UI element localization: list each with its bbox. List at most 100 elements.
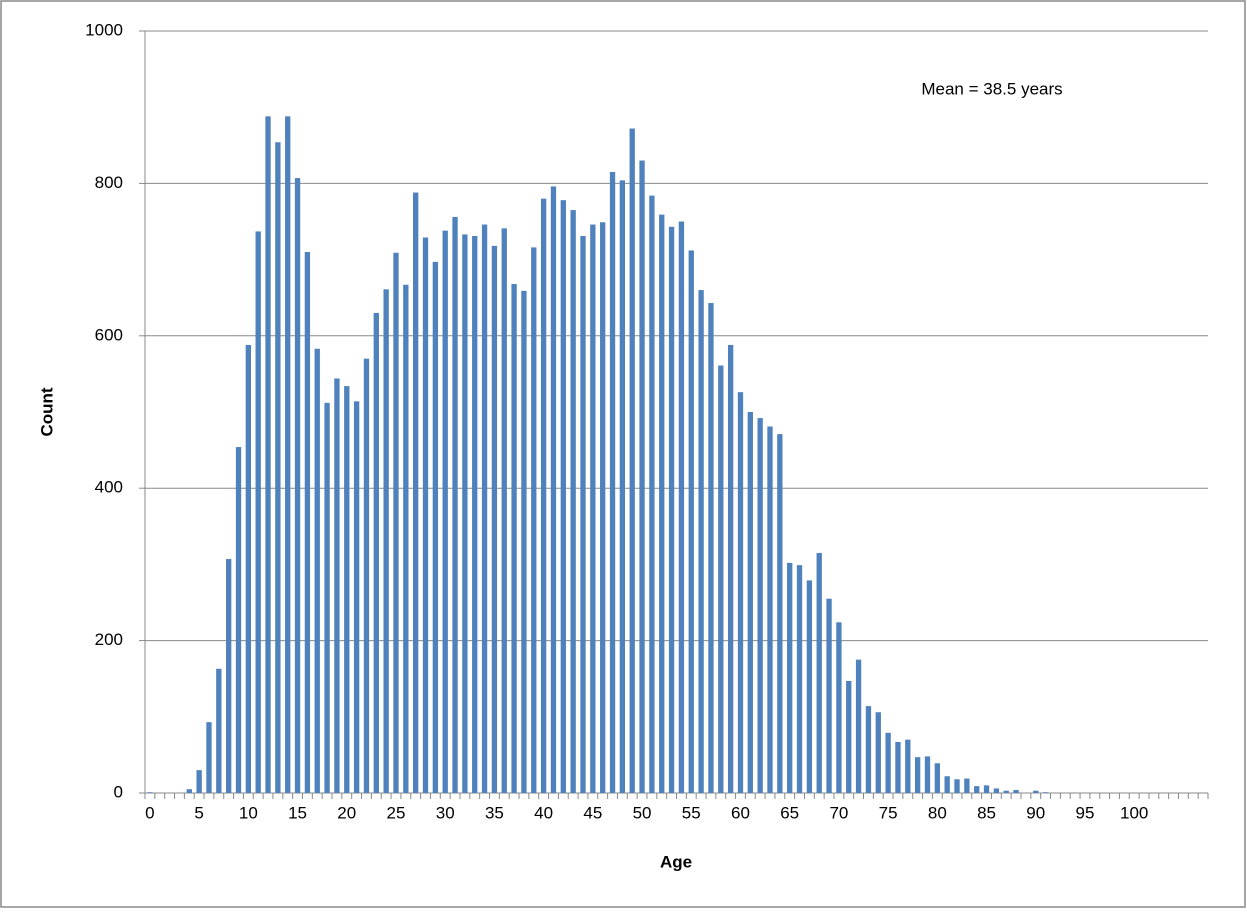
bar [275,142,281,793]
y-tick-label: 1000 [85,20,123,39]
x-tick-label: 60 [731,803,750,822]
bar [196,770,202,793]
bar [855,659,862,793]
bar [727,344,734,793]
bar [452,216,458,794]
bar [757,418,763,793]
bar [304,251,311,794]
bar [875,712,881,793]
bar [767,426,773,793]
bar [570,210,576,793]
bar [472,235,478,793]
bar [403,284,409,793]
bar [865,706,872,793]
bar [590,224,596,794]
bar [747,412,753,793]
y-tick-label: 600 [95,325,123,344]
x-tick-label: 90 [1026,803,1045,822]
bar [836,622,842,793]
bar [600,222,606,794]
bar [462,234,468,794]
bar [954,779,960,793]
bar [816,552,822,793]
bar [531,247,537,793]
bar [491,245,498,793]
x-tick-label: 0 [145,803,154,822]
bar [905,739,911,793]
bar [186,789,192,793]
bar [993,788,1000,793]
bar [639,160,645,794]
bar [422,237,429,793]
bar [216,668,222,793]
bar [944,776,950,793]
bar [895,741,901,793]
bar [147,792,153,793]
x-tick-label: 95 [1076,803,1095,822]
x-tick-label: 20 [337,803,356,822]
bar [255,231,261,793]
bar [560,200,566,793]
bar [964,778,970,793]
bar [1003,790,1009,793]
bar [619,180,626,794]
bar [846,680,852,793]
bar [245,344,252,793]
bar [1013,789,1019,793]
bar [324,402,330,793]
bar [787,562,793,793]
bar [521,290,527,793]
bar [442,230,448,794]
bar [314,348,320,793]
bar [550,186,557,793]
y-axis-label: Count [37,387,56,436]
bar [285,116,291,794]
bar [924,756,931,793]
x-tick-label: 65 [780,803,799,822]
bar [481,224,488,794]
x-tick-label: 30 [436,803,455,822]
bar [718,365,724,793]
x-tick-label: 85 [977,803,996,822]
bar [629,128,635,793]
bar [1033,790,1039,793]
bar [668,226,675,794]
x-tick-label: 5 [194,803,203,822]
bar [235,447,242,793]
bar [265,116,271,794]
x-tick-label: 80 [928,803,947,822]
bar [501,228,507,793]
bar [334,378,340,793]
bar [413,192,419,793]
y-tick-label: 800 [95,173,123,192]
bar [777,434,783,793]
bar [432,261,439,793]
bar [983,785,990,793]
bar [1042,792,1049,793]
y-tick-label: 200 [95,630,123,649]
bar [796,565,803,793]
x-tick-label: 50 [633,803,652,822]
bar [609,171,616,794]
x-tick-label: 15 [288,803,307,822]
bar [659,214,665,794]
bar [353,401,360,793]
bar [826,598,832,793]
x-tick-label: 10 [239,803,258,822]
y-tick-label: 400 [95,478,123,497]
x-tick-label: 45 [583,803,602,822]
bar [540,198,547,793]
bar [294,178,301,794]
x-tick-label: 25 [387,803,406,822]
x-tick-label: 70 [829,803,848,822]
x-tick-label: 40 [534,803,553,822]
bar [344,386,350,793]
bar [934,763,940,793]
bar [678,221,685,793]
x-axis-label: Age [660,852,692,871]
bar [206,722,212,793]
x-tick-label: 75 [879,803,898,822]
bar [363,358,370,793]
bar [885,732,891,793]
